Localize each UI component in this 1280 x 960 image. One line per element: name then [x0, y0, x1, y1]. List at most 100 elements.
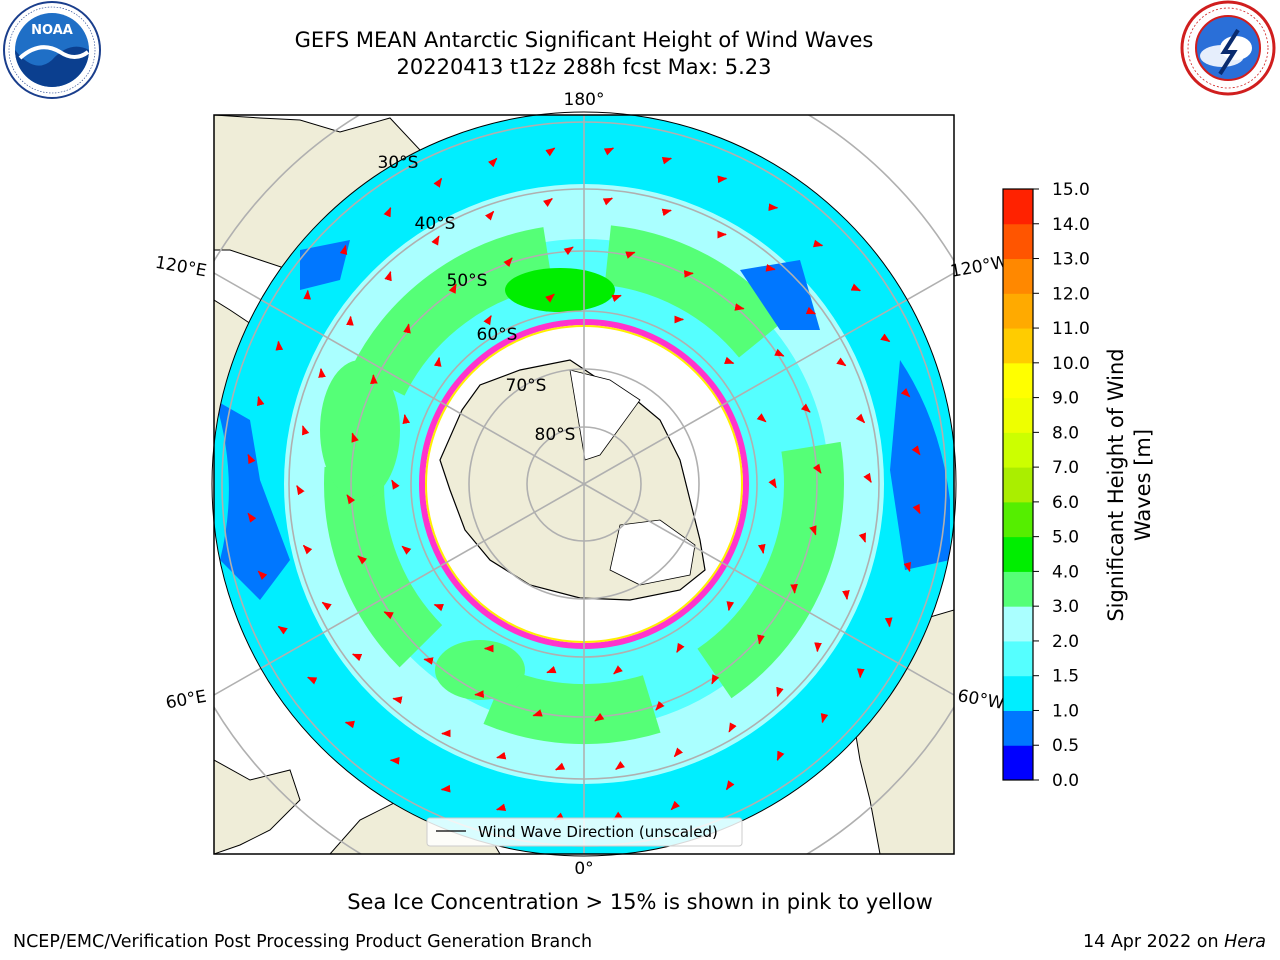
- wind-wave-arrow: [726, 601, 735, 612]
- wind-wave-arrow: [661, 157, 673, 165]
- wind-wave-arrow: [655, 700, 665, 711]
- wind-wave-arrow: [357, 555, 368, 565]
- colorbar-segment: [1003, 397, 1033, 433]
- colorbar-segment: [1003, 362, 1033, 399]
- wind-wave-arrow: [863, 472, 872, 483]
- wind-wave-arrow: [383, 611, 394, 620]
- wind-wave-arrow: [850, 283, 861, 292]
- wind-wave-arrow: [318, 367, 326, 378]
- wind-wave-arrow: [776, 686, 784, 698]
- wind-wave-arrow: [401, 545, 412, 555]
- colorbar-segment: [1003, 536, 1033, 572]
- colorbar-segment: [1003, 189, 1033, 225]
- colorbar-tick-label: 11.0: [1052, 319, 1090, 339]
- colorbar-segment: [1003, 223, 1033, 260]
- wind-wave-arrow: [900, 387, 911, 398]
- colorbar-segment: [1003, 293, 1033, 329]
- wind-wave-arrow: [563, 246, 574, 256]
- wind-wave-arrow: [391, 479, 400, 490]
- colorbar-tick-label: 15.0: [1052, 180, 1090, 200]
- colorbar-tick-label: 0.0: [1052, 771, 1079, 791]
- colorbar-segment: [1003, 710, 1033, 746]
- wind-wave-arrow: [302, 425, 310, 436]
- wind-wave-arrow: [615, 761, 626, 770]
- wind-wave-arrow: [603, 147, 615, 156]
- colorbar-segment: [1003, 432, 1033, 468]
- wind-wave-arrow: [532, 709, 543, 717]
- footer-branch: NCEP/EMC/Verification Post Processing Pr…: [13, 932, 593, 952]
- wind-wave-arrow: [625, 251, 636, 259]
- legend-label: Wind Wave Direction (unscaled): [478, 823, 718, 841]
- wind-wave-arrow: [351, 653, 363, 662]
- colorbar-tick-label: 13.0: [1052, 250, 1090, 270]
- wind-wave-arrow: [800, 403, 811, 413]
- wind-wave-arrow: [912, 503, 921, 515]
- wind-wave-arrow: [545, 147, 556, 157]
- lat-label-50s: 50°S: [447, 271, 488, 291]
- colorbar-segment: [1003, 606, 1033, 642]
- colorbar-label-line2: Waves [m]: [1131, 429, 1155, 541]
- colorbar-tick-label: 0.5: [1052, 736, 1079, 756]
- wind-wave-arrow: [495, 803, 507, 811]
- colorbar: [1003, 189, 1033, 781]
- wind-wave-arrow: [836, 357, 847, 367]
- wind-wave-arrow: [856, 668, 865, 679]
- chart-title: GEFS MEAN Antarctic Significant Height o…: [294, 28, 874, 52]
- wind-wave-arrow: [433, 356, 442, 367]
- wind-wave-arrow: [805, 306, 817, 315]
- nws-logo: [1180, 0, 1276, 96]
- wind-wave-arrow: [757, 634, 765, 645]
- wind-wave-arrow: [389, 756, 400, 765]
- wind-wave-arrow: [774, 348, 785, 357]
- wind-wave-arrow: [842, 590, 850, 601]
- wind-wave-arrow: [812, 463, 822, 474]
- footer-machine: Hera: [1224, 932, 1266, 952]
- wind-wave-arrow: [392, 696, 403, 704]
- footer-date-text: 14 Apr 2022 on: [1083, 932, 1225, 952]
- wind-wave-arrow: [546, 665, 557, 674]
- wind-wave-arrow: [683, 270, 694, 278]
- lon-label-60e: 60°E: [164, 687, 208, 714]
- lat-label-80s: 80°S: [535, 425, 576, 445]
- lat-label-60s: 60°S: [477, 325, 518, 345]
- wind-wave-arrow: [448, 283, 457, 294]
- colorbar-tick-label: 8.0: [1052, 423, 1079, 443]
- wind-wave-arrow: [496, 751, 507, 760]
- wind-wave-arrow: [765, 264, 776, 272]
- colorbar-segment: [1003, 640, 1033, 677]
- wind-wave-arrow: [768, 478, 777, 489]
- wind-wave-arrow: [307, 676, 318, 685]
- wind-wave-arrow: [768, 203, 779, 212]
- lat-label-30s: 30°S: [378, 153, 419, 173]
- wind-wave-arrow: [346, 494, 356, 505]
- wind-wave-arrow: [433, 603, 444, 612]
- wind-wave-arrow: [384, 270, 392, 282]
- wind-wave-arrows: [247, 147, 921, 821]
- lon-label-0: 0°: [574, 859, 593, 879]
- colorbar-tick-label: 10.0: [1052, 354, 1090, 374]
- colorbar-tick-label: 3.0: [1052, 597, 1079, 617]
- colorbar-tick-label: 5.0: [1052, 528, 1079, 548]
- lon-label-60w: 60°W: [956, 686, 1006, 714]
- lat-label-70s: 70°S: [506, 376, 547, 396]
- wind-wave-arrow: [403, 323, 411, 334]
- wind-wave-arrow: [440, 784, 451, 793]
- wind-wave-arrow: [676, 642, 685, 653]
- wind-wave-arrow: [275, 340, 284, 351]
- colorbar-tick-label: 12.0: [1052, 284, 1090, 304]
- wind-wave-arrow: [602, 197, 614, 206]
- wind-wave-arrow: [431, 235, 440, 246]
- lon-label-120e: 120°E: [154, 253, 208, 282]
- colorbar-segment: [1003, 258, 1033, 294]
- wind-wave-arrow: [277, 625, 288, 635]
- wind-wave-arrow: [257, 570, 268, 581]
- wind-wave-arrow: [346, 315, 354, 326]
- wind-wave-arrow: [911, 445, 921, 456]
- noaa-logo: NOAA: [3, 1, 101, 99]
- colorbar-ticks: 15.0 14.0 13.0 12.0 11.0 10.0 9.0 8.0 7.0 6.0 5.0 4…: [1033, 180, 1090, 791]
- wind-wave-arrow: [247, 453, 256, 465]
- wind-wave-arrow: [433, 177, 443, 188]
- wind-wave-arrow: [670, 800, 681, 811]
- colorbar-segment: [1003, 501, 1033, 538]
